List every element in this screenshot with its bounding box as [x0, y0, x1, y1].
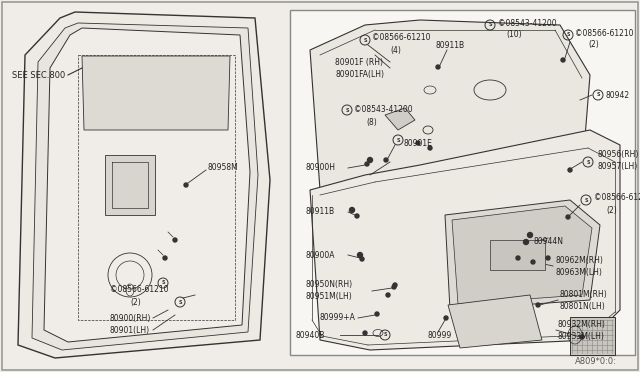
Text: 80957(LH): 80957(LH)	[598, 163, 638, 171]
Text: 80999: 80999	[428, 330, 452, 340]
Polygon shape	[18, 12, 270, 358]
Circle shape	[546, 256, 550, 260]
Circle shape	[444, 316, 448, 320]
Text: SEE SEC.800: SEE SEC.800	[12, 71, 65, 80]
Text: S: S	[488, 22, 492, 28]
Circle shape	[536, 303, 540, 307]
Circle shape	[365, 162, 369, 166]
Circle shape	[363, 331, 367, 335]
Circle shape	[360, 257, 364, 261]
Circle shape	[580, 335, 584, 339]
Text: (10): (10)	[506, 31, 522, 39]
Text: ©08543-41200: ©08543-41200	[498, 19, 557, 28]
Text: (8): (8)	[366, 118, 377, 126]
Text: (2): (2)	[588, 41, 599, 49]
Circle shape	[436, 65, 440, 69]
Circle shape	[367, 157, 372, 163]
Polygon shape	[445, 200, 600, 310]
Circle shape	[375, 312, 379, 316]
Text: 80901FA(LH): 80901FA(LH)	[335, 70, 384, 78]
Text: S: S	[584, 198, 588, 202]
Circle shape	[384, 158, 388, 162]
Circle shape	[349, 208, 355, 212]
Circle shape	[527, 232, 532, 237]
Text: 80901E: 80901E	[404, 138, 433, 148]
Text: S: S	[179, 299, 182, 305]
Polygon shape	[82, 56, 230, 130]
Text: (2): (2)	[606, 205, 617, 215]
Circle shape	[561, 58, 565, 62]
Text: 80932M(RH): 80932M(RH)	[558, 321, 606, 330]
Text: 80944N: 80944N	[533, 237, 563, 247]
Text: 80911B: 80911B	[305, 208, 334, 217]
Text: S: S	[566, 32, 570, 38]
Polygon shape	[105, 155, 155, 215]
Circle shape	[392, 285, 396, 289]
Circle shape	[566, 215, 570, 219]
Text: 80963M(LH): 80963M(LH)	[555, 267, 602, 276]
Polygon shape	[32, 23, 258, 350]
Text: 80901(LH): 80901(LH)	[110, 326, 150, 334]
Text: 80942: 80942	[605, 90, 629, 99]
Polygon shape	[452, 206, 592, 304]
Circle shape	[173, 238, 177, 242]
Text: S: S	[161, 280, 164, 285]
Text: 80801N(LH): 80801N(LH)	[560, 302, 605, 311]
Text: 80900A: 80900A	[305, 250, 335, 260]
Text: 80801M(RH): 80801M(RH)	[560, 291, 608, 299]
Text: 80911B: 80911B	[435, 41, 464, 49]
Text: 80950N(RH): 80950N(RH)	[305, 280, 352, 289]
Text: 80956(RH): 80956(RH)	[598, 151, 639, 160]
Bar	[490, 240, 545, 270]
Circle shape	[184, 183, 188, 187]
Circle shape	[531, 260, 535, 264]
Circle shape	[568, 168, 572, 172]
FancyBboxPatch shape	[570, 317, 615, 355]
Text: 80900H: 80900H	[305, 164, 335, 173]
Text: S: S	[383, 333, 387, 337]
Text: 80901F (RH): 80901F (RH)	[335, 58, 383, 67]
Circle shape	[163, 256, 167, 260]
Polygon shape	[310, 130, 620, 350]
Text: (4): (4)	[390, 45, 401, 55]
Text: 80958M: 80958M	[208, 164, 239, 173]
Text: ©08566-61210: ©08566-61210	[372, 33, 431, 42]
Text: 80940B: 80940B	[295, 330, 324, 340]
Circle shape	[393, 283, 397, 287]
FancyBboxPatch shape	[290, 10, 635, 355]
Text: S: S	[586, 160, 589, 164]
Text: 80999+A: 80999+A	[320, 314, 356, 323]
Text: (2): (2)	[130, 298, 141, 308]
Text: ©08566-61210: ©08566-61210	[575, 29, 634, 38]
Circle shape	[428, 146, 432, 150]
Circle shape	[524, 240, 529, 244]
Text: S: S	[596, 93, 600, 97]
Text: S: S	[364, 38, 367, 42]
Text: ©08566-61210: ©08566-61210	[594, 193, 640, 202]
Text: ©08543-41200: ©08543-41200	[354, 106, 413, 115]
Circle shape	[358, 253, 362, 257]
Polygon shape	[385, 108, 415, 130]
Text: A809*0:0:: A809*0:0:	[575, 357, 617, 366]
Text: S: S	[396, 138, 400, 142]
Text: 80962M(RH): 80962M(RH)	[555, 256, 603, 264]
Circle shape	[386, 293, 390, 297]
Text: 80933M(LH): 80933M(LH)	[558, 333, 605, 341]
Text: 80900(RH): 80900(RH)	[110, 314, 152, 323]
Polygon shape	[310, 20, 590, 230]
Polygon shape	[44, 28, 250, 342]
Polygon shape	[448, 295, 542, 348]
Circle shape	[416, 141, 420, 145]
Text: S: S	[345, 108, 349, 112]
Text: ©08566-61210: ©08566-61210	[110, 285, 168, 295]
Text: 80951M(LH): 80951M(LH)	[305, 292, 352, 301]
Circle shape	[516, 256, 520, 260]
Circle shape	[355, 214, 359, 218]
